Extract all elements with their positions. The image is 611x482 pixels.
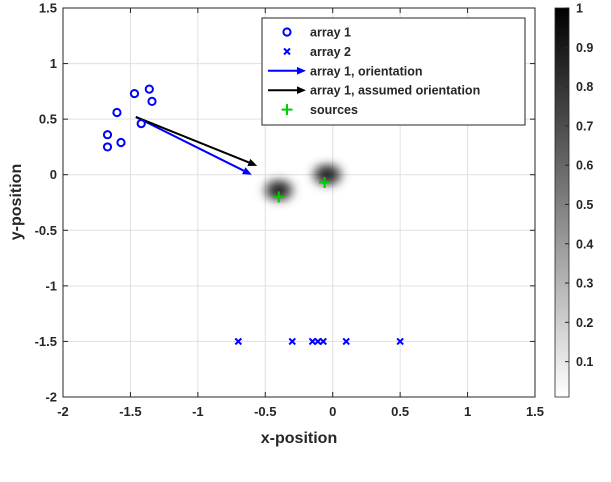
plus-marker — [319, 176, 331, 188]
circle-marker — [116, 137, 126, 148]
y-tick-label: -1 — [45, 278, 57, 293]
colorbar-tick-label: 0.7 — [576, 119, 593, 133]
orientation-arrow — [135, 115, 258, 166]
x-tick-label: -0.5 — [254, 404, 276, 419]
legend-item: array 1, assumed orientation — [268, 84, 480, 98]
legend-label: array 1, assumed orientation — [310, 84, 480, 98]
legend-item: array 2 — [283, 45, 351, 59]
orientation-arrow — [135, 116, 252, 175]
series-circle-markers — [102, 84, 157, 152]
x-axis-title: x-position — [261, 430, 337, 447]
data-markers — [102, 84, 404, 346]
x-marker — [288, 337, 296, 346]
colorbar: 0.1 0.2 0.3 0.4 0.5 0.6 0.7 0.8 0.9 1 — [554, 2, 593, 398]
plus-marker — [281, 104, 293, 116]
y-axis-title: y-position — [8, 164, 25, 240]
colorbar-tick-label: 0.1 — [576, 355, 593, 369]
y-tick-label: -1.5 — [35, 334, 57, 349]
legend-label: array 1, orientation — [310, 64, 423, 78]
heatmap-blob-core — [318, 168, 337, 181]
heatmap-blob-core — [269, 184, 288, 197]
x-marker — [342, 337, 350, 346]
circle-marker — [129, 88, 140, 99]
x-tick-label: 1 — [464, 404, 471, 419]
y-tick-label: 1 — [50, 56, 57, 71]
legend-box — [261, 17, 526, 126]
legend-arrow-icon — [268, 86, 306, 94]
circle-marker — [102, 130, 113, 140]
y-tick-label: 1.5 — [39, 1, 57, 16]
y-tick-label: -2 — [45, 390, 57, 405]
orientation-arrows — [135, 115, 258, 175]
x-marker — [319, 337, 327, 346]
colorbar-tick-label: 0.3 — [576, 277, 593, 291]
x-tick-label: 0 — [329, 404, 336, 419]
legend-item: array 1, orientation — [268, 64, 423, 78]
circle-marker — [136, 118, 146, 129]
y-tick-label: 0 — [50, 167, 57, 182]
plus-marker — [273, 191, 285, 203]
x-tick-label: -1.5 — [119, 404, 141, 419]
circle-marker — [144, 84, 154, 94]
x-tick-label: 1.5 — [526, 404, 544, 419]
circle-marker — [282, 27, 292, 37]
colorbar-gradient — [554, 7, 570, 398]
legend-label: array 1 — [310, 26, 351, 40]
colorbar-tick-label: 0.9 — [576, 41, 593, 55]
heatmap-layer — [263, 163, 343, 202]
colorbar-tick-label: 0.8 — [576, 80, 593, 94]
x-marker — [283, 47, 291, 56]
colorbar-tick-label: 0.2 — [576, 316, 593, 330]
colorbar-tick-label: 0.5 — [576, 198, 593, 212]
circle-marker — [112, 107, 122, 118]
legend-label: array 2 — [310, 45, 351, 59]
legend-arrow-icon — [268, 67, 306, 75]
legend-label: sources — [310, 103, 358, 117]
tick-labels: -2 -1.5 -1 -0.5 0 0.5 1 1.5 -2 -1.5 -1 -0.5 0 0.5 1 1.5 — [35, 1, 544, 420]
legend-item: sources — [281, 103, 358, 117]
x-tick-label: 0.5 — [391, 404, 409, 419]
x-marker — [234, 337, 243, 346]
legend-item: array 1 — [282, 26, 351, 40]
series-x-markers — [234, 337, 404, 346]
circle-marker — [102, 142, 113, 152]
y-tick-label: -0.5 — [35, 223, 57, 238]
x-tick-label: -1 — [192, 404, 204, 419]
plot-axes — [62, 7, 536, 398]
legend: array 1 array 2 array 1, orientation array … — [261, 17, 526, 126]
y-tick-label: 0.5 — [39, 112, 57, 127]
x-tick-label: -2 — [57, 404, 69, 419]
x-marker — [396, 337, 404, 346]
colorbar-tick-label: 0.6 — [576, 159, 593, 173]
colorbar-tick-label: 1 — [576, 2, 583, 16]
series-plus-markers — [273, 176, 331, 203]
plot-frame — [62, 7, 536, 398]
colorbar-tick-label: 0.4 — [576, 237, 593, 251]
circle-marker — [147, 96, 157, 106]
